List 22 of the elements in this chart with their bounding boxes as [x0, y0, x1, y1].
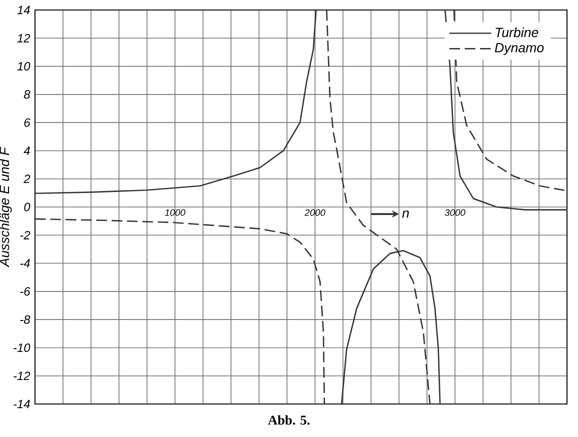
y-tick-label: 2 [24, 174, 30, 184]
y-tick-label: 14 [17, 6, 30, 14]
x-tick-label: 1000 [164, 209, 186, 216]
y-tick-label: 8 [24, 90, 30, 99]
y-tick-label: -2 [20, 230, 30, 240]
y-tick-label: 6 [24, 118, 30, 127]
y-tick-label: 10 [17, 62, 30, 71]
y-tick-label: 12 [17, 34, 30, 42]
x-axis-title: n [402, 210, 409, 218]
y-tick-label: -10 [14, 343, 30, 352]
y-tick-label: 0 [24, 202, 30, 212]
y-tick-label: 4 [24, 146, 30, 155]
legend-label: Dynamo [494, 43, 544, 56]
y-tick-label: -4 [20, 259, 30, 268]
y-tick-label: -8 [20, 315, 30, 324]
legend-label: Turbine [496, 27, 538, 38]
y-tick-label: -12 [14, 372, 30, 380]
x-tick-label: 2000 [304, 209, 326, 216]
x-tick-label: 3000 [444, 209, 466, 216]
y-tick-label: -14 [14, 400, 30, 408]
y-tick-label: -6 [20, 287, 30, 296]
caption: Abb. 5. [268, 415, 310, 425]
